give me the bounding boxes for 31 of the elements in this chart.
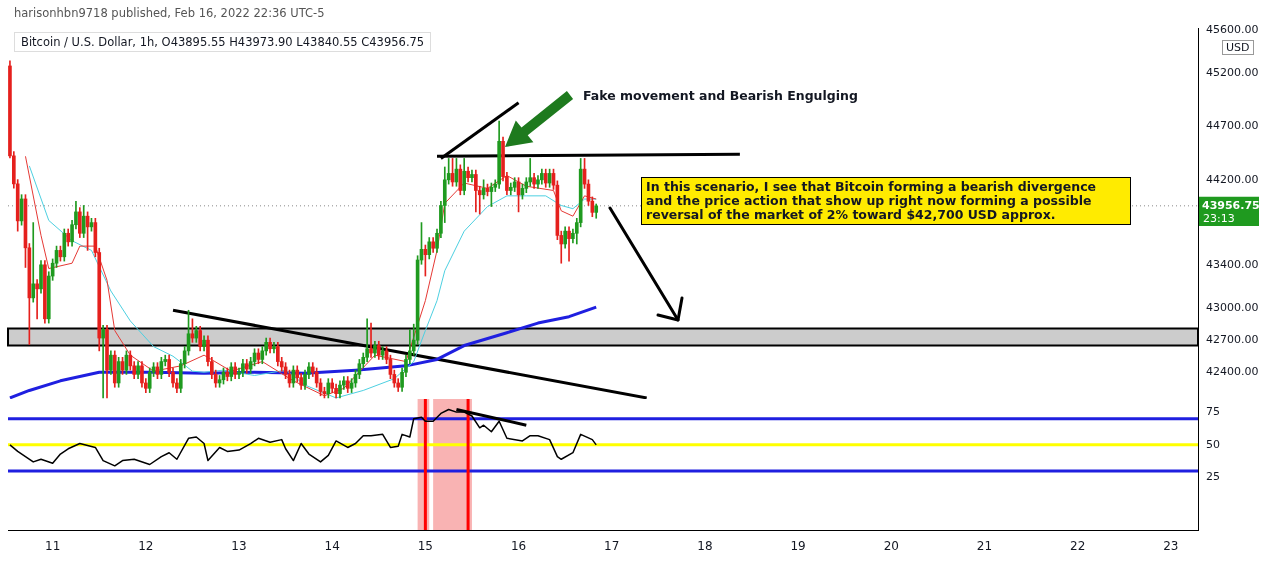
y-tick-label: 25 [1206,470,1220,484]
x-tick-label: 20 [883,539,899,554]
y-tick-label: 42400.00 [1206,365,1259,379]
x-tick-label: 12 [138,539,154,554]
y-tick-label: 75 [1206,404,1220,418]
y-tick-label: 42700.00 [1206,333,1259,347]
x-tick-label: 23 [1163,539,1179,554]
annotation: In this scenario, I see that Bitcoin forming a bearish divergence and the price action that show up right now forming a possible reversal of the market of 2% toward $42,700 USD approx. [641,177,1131,225]
text: 23:13 [1199,211,1259,226]
y-tick-label: 44200.00 [1206,172,1259,186]
x-tick-label: 18 [697,539,713,554]
y-tick-label: 45600.00 [1206,23,1259,36]
y-tick-label: 44700.00 [1206,119,1259,133]
x-tick-label: 22 [1070,539,1086,554]
x-tick-label: 14 [324,539,340,554]
x-tick-label: 11 [45,539,61,554]
ref-line-label: 43956.75 [1202,198,1260,212]
x-tick-label: 21 [976,539,993,554]
chart-subtitle: harisonhbn9718 published, Feb 16, 2022 22:36 UTC-5 [14,6,325,20]
text: Bitcoin / U.S. Dollar, 1h, O43895.55 H43973.90 L43840.55 C43956.75 [14,32,432,52]
y-tick-label: 43000.00 [1206,300,1259,314]
x-tick-label: 17 [604,539,620,554]
x-tick-label: 19 [790,539,806,554]
x-tick-label: 13 [231,539,247,554]
y-tick-label: 43400.00 [1206,258,1259,272]
x-tick-label: 15 [417,539,434,554]
annotation: Fake movement and Bearish Engulging [583,88,858,103]
y-axis-title: USD [1222,40,1254,55]
x-tick-label: 16 [510,539,527,554]
y-tick-label: 50 [1206,437,1220,451]
y-tick-label: 45200.00 [1206,65,1259,79]
